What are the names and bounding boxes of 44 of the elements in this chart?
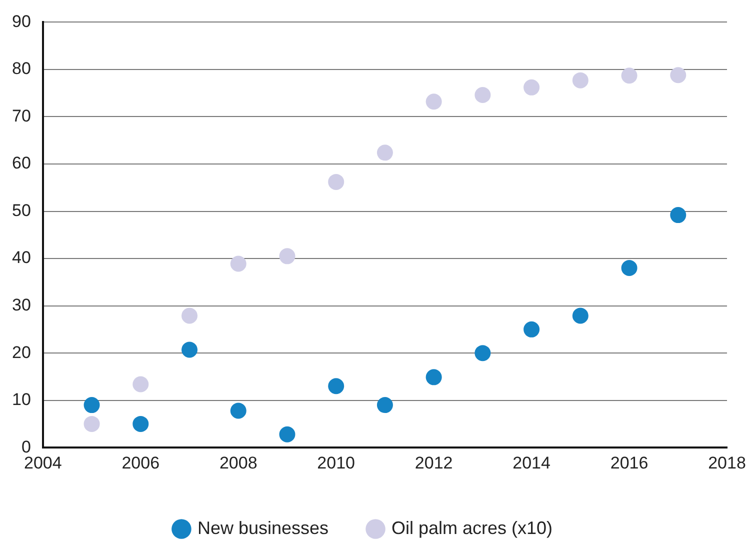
y-tick-label: 60 — [12, 154, 31, 173]
point — [132, 416, 149, 432]
point — [376, 397, 393, 414]
x-tick-label: 2016 — [610, 453, 648, 472]
point — [572, 308, 588, 324]
y-tick-label: 30 — [12, 295, 31, 314]
point — [84, 416, 100, 432]
point — [524, 321, 540, 338]
point — [524, 79, 540, 96]
x-tick-label: 2008 — [219, 453, 258, 472]
y-tick-label: 80 — [12, 59, 31, 78]
x-tick-label: 2012 — [414, 453, 453, 472]
y-tick-label: 40 — [12, 248, 31, 268]
y-tick-label: 90 — [12, 12, 31, 31]
point — [132, 376, 149, 392]
y-tick-label: 50 — [12, 200, 31, 220]
point — [474, 345, 491, 362]
point — [426, 94, 442, 110]
y-tick-label: 10 — [12, 390, 31, 410]
point — [230, 402, 246, 419]
point — [328, 378, 344, 394]
x-tick-label: 2010 — [317, 453, 356, 472]
point — [182, 342, 198, 358]
point — [670, 67, 686, 84]
y-tick-label: 20 — [12, 342, 31, 362]
legend-label: Oil palm acres (x10) — [392, 518, 553, 538]
x-tick-label: 2006 — [122, 453, 160, 472]
point — [182, 308, 198, 324]
point — [621, 260, 638, 276]
x-tick-label: 2018 — [708, 453, 746, 472]
point — [474, 86, 491, 103]
legend-label: New businesses — [197, 518, 329, 538]
y-tick-label: 70 — [12, 106, 31, 126]
x-tick-label: 2014 — [512, 453, 550, 472]
point — [572, 72, 588, 88]
point — [279, 248, 296, 264]
point — [621, 68, 638, 84]
point — [670, 207, 686, 224]
point — [84, 397, 100, 414]
point — [230, 256, 246, 272]
point — [279, 426, 296, 442]
point — [376, 144, 393, 161]
point — [426, 369, 442, 386]
point — [328, 174, 344, 190]
